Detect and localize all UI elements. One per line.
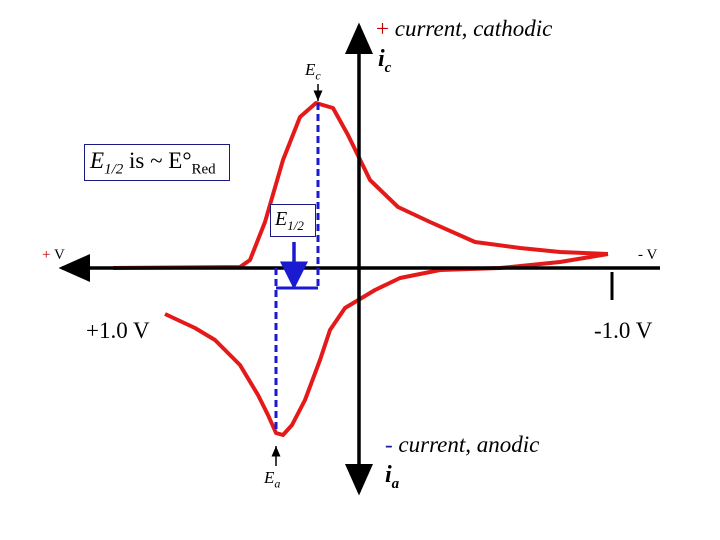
statement-box: E1/2 is ~ E°Red xyxy=(84,144,230,181)
plus-v-label: + V xyxy=(42,247,65,264)
anodic-label: - current, anodic xyxy=(385,432,539,458)
plus-v-sign: + xyxy=(42,247,51,263)
plus-one-volt-label: +1.0 V xyxy=(86,318,150,343)
statement-e: E xyxy=(90,148,105,173)
ea-sub: a xyxy=(274,476,281,491)
e-half-text: E1/2 xyxy=(275,208,304,234)
cathodic-label: + current, cathodic xyxy=(376,16,552,42)
ia-sub: a xyxy=(391,475,400,492)
ec-sub: c xyxy=(315,68,321,83)
statement-sub: 1/2 xyxy=(104,161,124,178)
ea-label: Ea xyxy=(264,468,280,491)
cathodic-text: current, cathodic xyxy=(394,16,553,41)
e-half-sub: 1/2 xyxy=(287,218,304,233)
ia-label: ia xyxy=(385,462,399,493)
e-half-box: E1/2 xyxy=(270,204,316,237)
minus-v-label: - V xyxy=(638,247,658,263)
statement-text: E1/2 is ~ E°Red xyxy=(90,148,216,179)
ic-sub: c xyxy=(384,59,392,76)
ec-e: E xyxy=(305,60,316,79)
ea-e: E xyxy=(264,468,275,487)
ic-label: ic xyxy=(378,46,391,77)
anodic-text: current, anodic xyxy=(398,432,540,457)
statement-mid: is ~ E° xyxy=(123,148,192,173)
e-half-e: E xyxy=(275,208,288,230)
plus-sign: + xyxy=(376,16,389,41)
cathodic-curve xyxy=(112,101,609,270)
minus-one-volt-label: -1.0 V xyxy=(594,318,653,343)
ec-label: Ec xyxy=(305,60,321,83)
ic-symbol: i xyxy=(378,46,385,72)
minus-sign: - xyxy=(385,432,393,457)
anodic-curve xyxy=(164,252,609,437)
plus-v-text: V xyxy=(53,247,65,263)
ia-symbol: i xyxy=(385,462,392,488)
statement-red: Red xyxy=(191,161,216,178)
